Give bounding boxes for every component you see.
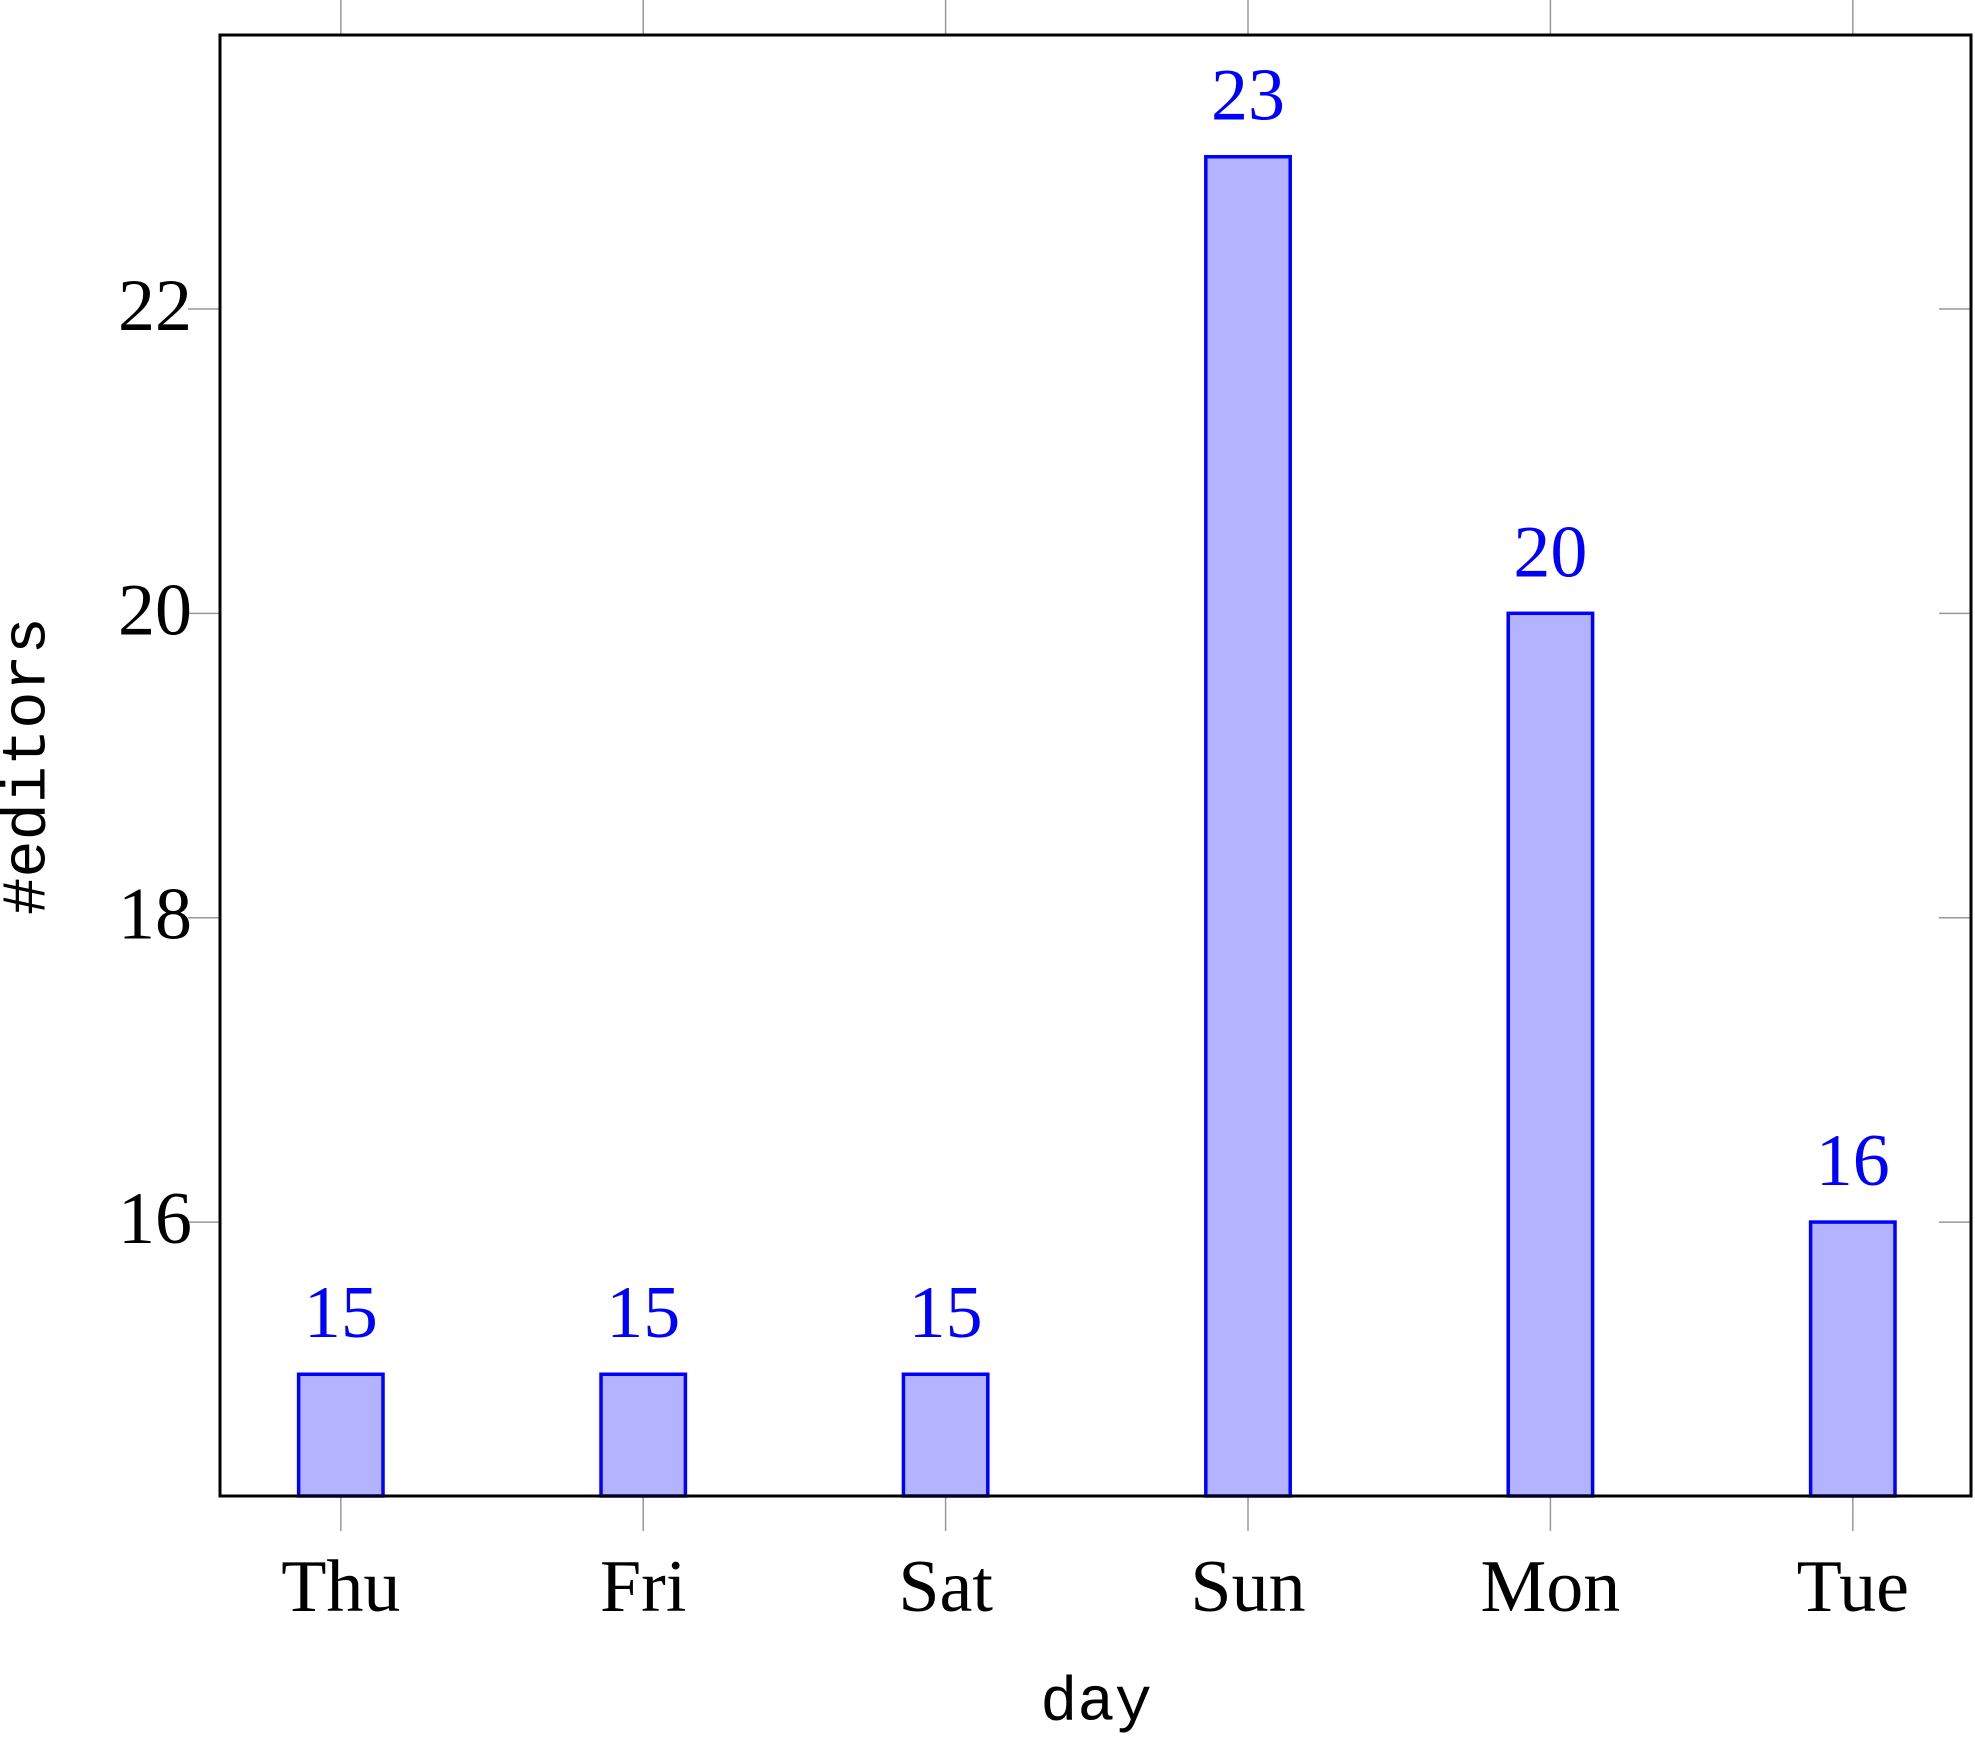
y-tick-label: 16	[118, 1178, 192, 1260]
value-label: 23	[1211, 55, 1285, 137]
y-tick-label: 20	[118, 569, 192, 651]
x-tick-label: Thu	[281, 1546, 400, 1628]
value-label: 15	[909, 1272, 983, 1354]
y-tick-label: 18	[118, 874, 192, 956]
bar	[1506, 611, 1595, 1498]
bar	[901, 1372, 990, 1498]
x-tick-label: Mon	[1481, 1546, 1621, 1628]
value-label: 20	[1513, 511, 1587, 593]
x-tick-label: Sun	[1190, 1546, 1305, 1628]
bar	[1204, 155, 1292, 1498]
x-tick-label: Tue	[1797, 1546, 1909, 1628]
x-axis-label: day	[1040, 1667, 1152, 1738]
value-label: 15	[304, 1272, 378, 1354]
value-label: 15	[606, 1272, 680, 1354]
x-tick-label: Sat	[898, 1546, 993, 1628]
bar	[296, 1372, 385, 1498]
y-axis-label: #editors	[0, 617, 63, 915]
x-tick-label: Fri	[600, 1546, 686, 1628]
bar	[1808, 1220, 1897, 1498]
y-tick-label: 22	[118, 265, 192, 347]
bar	[599, 1372, 688, 1498]
value-label: 16	[1816, 1120, 1890, 1202]
plot-frame	[218, 33, 1973, 1498]
